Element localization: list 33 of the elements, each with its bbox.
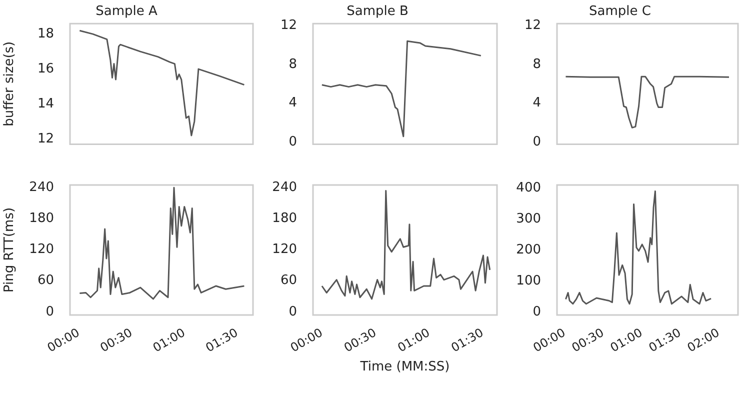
- y-tick-label: 100: [516, 273, 541, 288]
- y-tick-label: 0: [532, 304, 541, 320]
- y-tick-label: 8: [532, 56, 541, 72]
- chart-title: Sample A: [96, 4, 158, 20]
- y-tick-label: 12: [37, 131, 54, 146]
- y-tick-label: 240: [272, 180, 297, 195]
- y-tick-label: 0: [532, 134, 541, 150]
- y-tick-label: 4: [532, 96, 541, 111]
- x-axis-title: Time (MM:SS): [359, 360, 450, 375]
- y-tick-label: 0: [46, 304, 54, 320]
- y-tick-label: 14: [37, 96, 54, 112]
- y-tick-label: 120: [272, 242, 297, 258]
- y-axis-title: buffer size(s): [2, 41, 18, 126]
- y-tick-label: 18: [37, 26, 54, 42]
- y-tick-label: 0: [288, 304, 297, 320]
- y-tick-label: 400: [516, 180, 541, 196]
- y-tick-label: 8: [288, 56, 297, 72]
- y-tick-label: 60: [280, 273, 297, 288]
- chart-title: Sample C: [589, 4, 651, 20]
- y-tick-label: 240: [29, 180, 54, 195]
- y-tick-label: 16: [37, 61, 54, 76]
- y-tick-label: 12: [280, 18, 297, 33]
- y-tick-label: 120: [29, 242, 54, 258]
- chart-title: Sample B: [346, 4, 408, 20]
- y-tick-label: 180: [29, 211, 54, 226]
- y-tick-label: 300: [516, 211, 541, 226]
- y-tick-label: 12: [524, 18, 541, 33]
- y-tick-label: 4: [288, 96, 297, 111]
- y-tick-label: 180: [272, 211, 297, 226]
- y-tick-label: 60: [37, 273, 54, 288]
- y-axis-title: Ping RTT(ms): [2, 207, 18, 293]
- y-tick-label: 200: [516, 242, 541, 258]
- y-tick-label: 0: [288, 134, 297, 150]
